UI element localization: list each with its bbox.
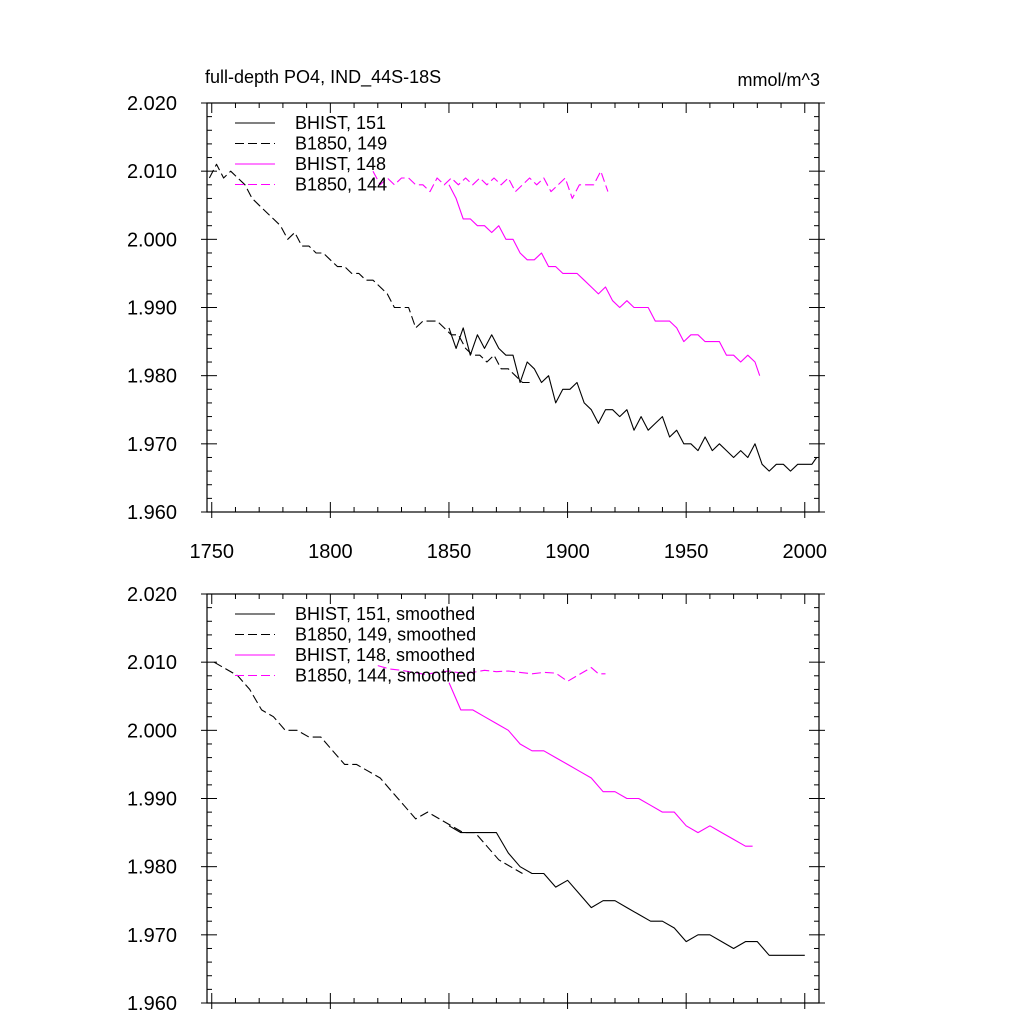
x-tick-label: 1800: [308, 541, 353, 563]
y-tick-label: 1.960: [127, 502, 177, 524]
y-tick-label: 2.010: [127, 161, 177, 183]
legend-label-3: BHIST, 148, smoothed: [295, 645, 475, 665]
series-line-3: [448, 682, 753, 847]
x-tick-label: 2000: [783, 541, 828, 563]
top-panel: 1750 1800 1850 1900 1950 2000 1.960 1.970 1.980 1…: [127, 93, 827, 563]
y-tick-label: 1.990: [127, 298, 177, 320]
y-tick-label: 1.970: [127, 434, 177, 456]
x-tick-label: 1950: [664, 541, 709, 563]
legend-label-2: B1850, 149, smoothed: [295, 625, 476, 645]
x-tick-label: 1850: [427, 541, 472, 563]
legend-label-1: BHIST, 151: [295, 113, 386, 133]
legend-label-3: BHIST, 148: [295, 154, 386, 174]
units-label: mmol/m^3: [738, 70, 820, 90]
bottom-panel: 1.960 1.970 1.980 1.990 2.000 2.010 2.020 BHIST…: [127, 584, 825, 1015]
legend-label-4: B1850, 144, smoothed: [295, 666, 476, 686]
series-line-3: [448, 184, 761, 376]
y-tick-label: 2.000: [127, 720, 177, 742]
chart-title: full-depth PO4, IND_44S-18S: [205, 67, 441, 88]
series-line-1: [448, 327, 818, 472]
legend-label-4: B1850, 144: [295, 175, 387, 195]
series-line-1: [448, 825, 805, 956]
y-tick-label: 1.990: [127, 789, 177, 811]
y-tick-label: 1.980: [127, 366, 177, 388]
y-tick-label: 1.960: [127, 993, 177, 1015]
series-line-4: [372, 170, 609, 199]
y-tick-label: 2.020: [127, 584, 177, 606]
y-tick-label: 2.010: [127, 652, 177, 674]
series-line-4: [377, 665, 606, 682]
x-tick-label: 1750: [189, 541, 234, 563]
series-line-2: [213, 661, 523, 874]
legend-label-1: BHIST, 151, smoothed: [295, 604, 475, 624]
legend-label-2: B1850, 149: [295, 134, 387, 154]
x-tick-label: 1900: [545, 541, 590, 563]
series-line-2: [208, 163, 530, 384]
y-tick-label: 1.970: [127, 925, 177, 947]
y-tick-label: 2.000: [127, 229, 177, 251]
y-tick-label: 1.980: [127, 857, 177, 879]
y-tick-label: 2.020: [127, 93, 177, 115]
